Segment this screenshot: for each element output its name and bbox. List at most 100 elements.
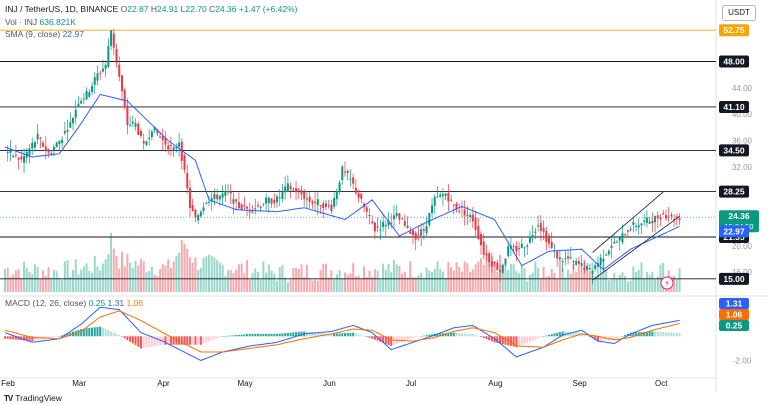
channel-upper-line bbox=[592, 191, 664, 253]
volume-bar bbox=[140, 258, 142, 292]
volume-bar bbox=[373, 269, 376, 292]
volume-bar bbox=[678, 268, 681, 292]
candle-body bbox=[460, 206, 463, 208]
volume-bar bbox=[390, 272, 393, 292]
macd-histogram-bar bbox=[213, 336, 216, 340]
time-axis-label: May bbox=[238, 379, 253, 388]
candle-body bbox=[300, 189, 303, 195]
volume-bar bbox=[72, 270, 74, 292]
candle-body bbox=[537, 225, 540, 227]
macd-histogram-bar bbox=[101, 327, 104, 337]
candle-body bbox=[504, 258, 507, 265]
macd-histogram-bar bbox=[69, 332, 72, 337]
volume-bar bbox=[172, 261, 175, 292]
macd-histogram-bar bbox=[512, 336, 515, 347]
volume-bar bbox=[142, 261, 145, 292]
time-axis-label: Aug bbox=[488, 379, 502, 388]
currency-button[interactable]: USDT bbox=[722, 5, 756, 21]
macd-histogram-bar bbox=[9, 336, 12, 340]
time-axis-label: Jun bbox=[323, 379, 336, 388]
macd-value-tag-text: 0.25 bbox=[726, 321, 743, 331]
macd-histogram-bar bbox=[670, 332, 673, 337]
candle-body bbox=[262, 203, 265, 205]
macd-histogram-bar bbox=[120, 336, 123, 337]
macd-histogram-bar bbox=[12, 336, 15, 340]
volume-bar bbox=[232, 273, 235, 292]
volume-bar bbox=[235, 269, 238, 292]
volume-bar bbox=[6, 267, 9, 292]
macd-histogram-bar bbox=[515, 336, 518, 348]
candle-body bbox=[148, 137, 151, 139]
candle-body bbox=[371, 221, 374, 224]
volume-bar bbox=[9, 276, 12, 292]
volume-bar bbox=[392, 260, 395, 292]
macd-histogram-bar bbox=[55, 336, 58, 337]
macd-histogram-bar bbox=[588, 336, 591, 337]
macd-legend: MACD (12, 26, close) 0.25 1.31 1.06 bbox=[5, 298, 143, 309]
candle-body bbox=[150, 131, 153, 138]
candle-body bbox=[161, 135, 164, 141]
volume-bar bbox=[561, 267, 564, 292]
price-tick-label: 16.00 bbox=[732, 268, 753, 277]
candle-body bbox=[91, 85, 94, 93]
candle-body bbox=[626, 230, 629, 232]
macd-histogram-bar bbox=[610, 336, 613, 341]
volume-bar bbox=[145, 272, 148, 292]
candle-body bbox=[384, 224, 387, 227]
candle-body bbox=[243, 205, 246, 207]
macd-histogram-bar bbox=[80, 329, 83, 337]
candle-body bbox=[474, 217, 477, 230]
lightning-icon bbox=[660, 276, 674, 290]
price-level-tag-text: 52.75 bbox=[723, 25, 745, 35]
macd-histogram-bar bbox=[422, 335, 425, 337]
candle-body bbox=[61, 139, 64, 144]
volume-bar bbox=[191, 262, 194, 292]
macd-histogram-bar bbox=[618, 336, 621, 338]
candle-body bbox=[471, 214, 474, 222]
volume-bar bbox=[77, 274, 80, 292]
macd-histogram-bar bbox=[164, 336, 167, 345]
candle-body bbox=[256, 205, 259, 207]
macd-histogram-bar bbox=[382, 336, 385, 343]
volume-bar bbox=[286, 282, 289, 292]
macd-histogram-bar bbox=[387, 336, 390, 345]
candle-body bbox=[335, 190, 338, 200]
volume-bar bbox=[365, 277, 368, 292]
macd-histogram-bar bbox=[224, 336, 227, 337]
macd-histogram-bar bbox=[346, 332, 349, 337]
volume-bar bbox=[85, 263, 88, 292]
volume-bar bbox=[292, 268, 295, 292]
candle-body bbox=[354, 188, 357, 194]
candle-body bbox=[428, 212, 431, 226]
macd-histogram-bar bbox=[648, 331, 651, 337]
macd-histogram-bar bbox=[616, 336, 618, 339]
candle-body bbox=[591, 270, 594, 274]
candle-body bbox=[349, 178, 352, 180]
volume-bar bbox=[118, 268, 121, 292]
volume-bar bbox=[256, 271, 259, 292]
macd-histogram-bar bbox=[270, 333, 273, 337]
candle-body bbox=[85, 90, 88, 100]
volume-bar bbox=[303, 277, 306, 292]
candle-body bbox=[14, 154, 17, 156]
candle-body bbox=[616, 241, 618, 243]
macd-histogram-bar bbox=[172, 336, 175, 345]
volume-bar bbox=[126, 253, 129, 292]
volume-bar bbox=[227, 270, 230, 292]
macd-histogram-bar bbox=[145, 336, 148, 348]
macd-histogram-bar bbox=[341, 333, 344, 337]
macd-histogram-bar bbox=[292, 332, 295, 337]
candle-body bbox=[229, 191, 232, 194]
volume-bar bbox=[447, 262, 450, 292]
price-level-tag-text: 15.00 bbox=[723, 274, 745, 284]
candle-body bbox=[142, 141, 145, 144]
last-price-tag-text: 24.36 bbox=[728, 211, 750, 221]
volume-bar bbox=[246, 259, 249, 292]
candle-body bbox=[210, 198, 213, 202]
sma-value-tag bbox=[719, 225, 749, 238]
macd-histogram-bar bbox=[156, 336, 159, 346]
symbol-name: INJ / TetherUS, 1D, BINANCE bbox=[5, 4, 119, 14]
candle-body bbox=[670, 214, 673, 217]
signal-line bbox=[4, 310, 680, 353]
